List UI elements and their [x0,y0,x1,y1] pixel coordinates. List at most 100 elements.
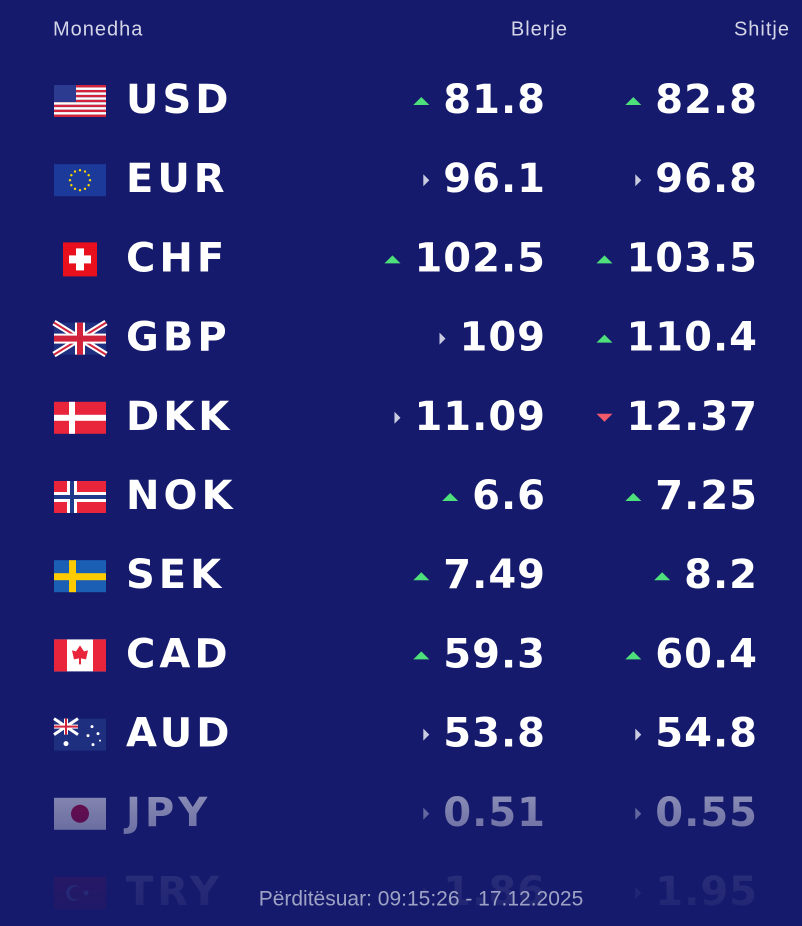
trend-up [384,255,401,264]
buy-rate: 59.3 [443,631,546,677]
flag-star [86,734,90,738]
flag-part [69,255,91,264]
flag-part [54,97,106,100]
buy-rate: 102.5 [414,235,546,281]
currency-row: NOK 6.6 7.25 [54,473,757,519]
flag-part [93,639,106,672]
currency-code: GBP [126,315,231,361]
flag [54,401,106,434]
flag [63,242,97,277]
flag [54,639,106,672]
flag-star [90,725,94,729]
flag-star [70,184,73,187]
currency-row: DKK 11.09 12.37 [54,394,758,440]
flag-star [78,189,82,192]
flag-part [77,322,83,355]
flag-star [70,174,73,177]
flag-star [73,170,77,173]
flag-part [54,92,106,95]
trend-up [596,255,613,264]
flag-star [99,739,101,742]
flag-part [54,114,106,117]
sell-rate: 82.8 [655,77,758,123]
flag-part [54,104,106,108]
flag-star [83,187,87,191]
currency-row: CAD 59.3 60.4 [54,631,758,677]
flag [54,481,106,513]
flag-star [78,169,82,172]
currency-code: CAD [126,631,232,677]
sell-rate: 8.2 [684,552,758,598]
sell-rate: 60.4 [655,631,758,677]
trend-up [625,493,642,501]
flag-part [54,89,106,93]
flag [54,164,106,197]
trend-up [625,97,642,105]
trend-up [413,572,430,581]
flag [54,85,106,117]
buy-rate: 7.49 [443,552,546,598]
sell-rate: 103.5 [626,235,758,281]
trend-flat [423,728,430,741]
fade-overlay [0,760,802,926]
flag [52,320,108,358]
flag-part [54,109,106,113]
buy-rate: 6.6 [472,473,546,519]
trend-flat [394,411,401,424]
trend-up [596,334,613,343]
currency-code: USD [126,77,233,123]
flag-star [88,179,92,182]
flag-star [63,741,69,747]
sell-rate: 110.4 [626,315,758,361]
currency-row: AUD 53.8 54.8 [53,711,758,757]
header-sell: Shitje [734,18,790,40]
trend-up [413,97,430,105]
trend-flat [635,728,642,741]
trend-up [413,651,430,660]
sell-rate: 96.8 [655,156,758,202]
flag-star [73,187,77,191]
currency-code: NOK [126,473,236,519]
flag-part [54,414,106,421]
header-currency: Monedha [53,18,143,40]
flag-part [54,102,106,105]
flag-part [54,107,106,110]
trend-flat [635,174,642,187]
flag [54,560,106,593]
buy-rate: 81.8 [443,77,546,123]
buy-rate: 11.09 [414,394,546,440]
flag-part [54,99,106,103]
flag-part [54,639,67,672]
flag-star [68,179,72,182]
flag-part [72,645,88,665]
flag-star [83,170,87,173]
buy-rate: 96.1 [443,156,546,202]
currency-row: USD 81.8 82.8 [54,77,758,123]
trend-flat [439,332,446,345]
currency-code: EUR [126,156,229,202]
currency-code: DKK [126,394,233,440]
currency-code: AUD [126,711,233,757]
trend-flat [423,174,430,187]
flag-part [54,87,106,90]
flag-part [54,573,106,581]
flag-star [87,184,90,187]
trend-up [442,493,459,501]
flag-part [54,94,106,98]
buy-rate: 109 [460,315,547,361]
flag-part [54,85,76,102]
updated-footer: Përditësuar: 09:15:26 - 17.12.2025 [259,888,584,911]
currency-code: CHF [126,235,228,281]
sell-rate: 54.8 [655,711,758,757]
flag-star [91,743,95,747]
flag-star [96,732,100,736]
currency-row: CHF 102.5 103.5 [63,235,758,281]
flag-part [54,495,106,499]
sell-rate: 12.37 [626,394,758,440]
trend-up [625,651,642,660]
flag [53,717,106,751]
flag-star [87,174,90,177]
flag-part [54,85,106,88]
